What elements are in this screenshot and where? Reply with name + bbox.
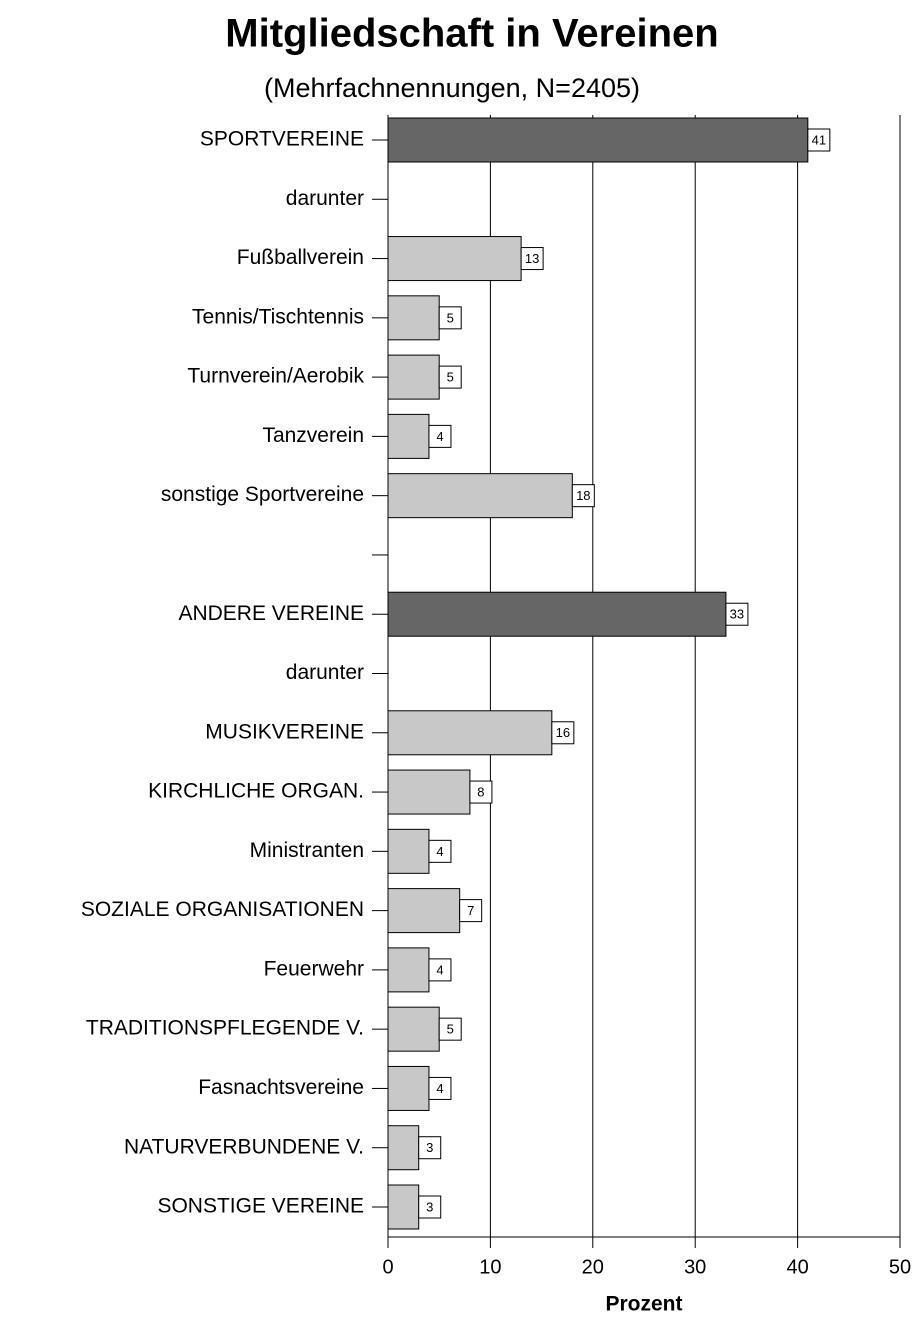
y-tick-label: TRADITIONSPFLEGENDE V. <box>86 1017 364 1040</box>
bar <box>387 888 461 934</box>
y-tick-label: Tennis/Tischtennis <box>192 305 364 328</box>
y-tick-label: KIRCHLICHE ORGAN. <box>148 780 364 803</box>
value-label: 3 <box>426 1140 433 1155</box>
value-label-box <box>418 1136 442 1160</box>
value-label: 5 <box>447 370 454 385</box>
bar <box>387 413 430 459</box>
bar <box>387 1125 420 1171</box>
chart-title: Mitgliedschaft in Vereinen <box>225 12 718 56</box>
y-tick-label: Tanzverein <box>262 424 364 447</box>
x-tick-label: 20 <box>582 1256 604 1278</box>
value-label: 4 <box>436 429 443 444</box>
y-tick-label: SONSTIGE VEREINE <box>157 1195 364 1218</box>
bar <box>387 769 471 815</box>
bar <box>387 1065 430 1111</box>
value-label: 33 <box>730 607 744 622</box>
y-tick-label: ANDERE VEREINE <box>178 602 364 625</box>
x-axis-label: Prozent <box>605 1293 682 1316</box>
bar <box>387 1184 420 1230</box>
bar <box>387 473 573 519</box>
value-label: 13 <box>525 251 539 266</box>
value-label: 41 <box>812 132 826 147</box>
value-label-box <box>459 899 483 923</box>
bar <box>387 117 809 163</box>
x-tick-label: 50 <box>889 1256 911 1278</box>
bar <box>387 1006 440 1052</box>
y-tick-label: SPORTVEREINE <box>200 128 364 151</box>
value-label-box <box>807 128 831 152</box>
y-tick-label: darunter <box>286 187 364 210</box>
value-label: 4 <box>436 844 443 859</box>
value-label: 5 <box>447 1022 454 1037</box>
value-label-box <box>438 306 462 330</box>
y-tick-label: darunter <box>286 661 364 684</box>
y-tick-label: Fasnachtsvereine <box>198 1076 364 1099</box>
value-label-box <box>428 1076 452 1100</box>
bar <box>387 828 430 874</box>
y-tick-label: Ministranten <box>250 839 364 862</box>
value-label: 4 <box>436 962 443 977</box>
value-label-box <box>418 1195 442 1219</box>
bar <box>387 710 553 756</box>
x-tick-label: 40 <box>786 1256 808 1278</box>
y-tick-label: NATURVERBUNDENE V. <box>124 1135 364 1158</box>
x-tick-label: 30 <box>684 1256 706 1278</box>
value-label-box <box>551 721 575 745</box>
value-label-box <box>428 839 452 863</box>
value-label-box <box>428 424 452 448</box>
value-label: 5 <box>447 310 454 325</box>
value-label-box <box>428 958 452 982</box>
y-tick-label: Turnverein/Aerobik <box>187 365 364 388</box>
value-label-box <box>725 602 749 626</box>
y-tick-label: SOZIALE ORGANISATIONEN <box>81 898 364 921</box>
y-tick-label: sonstige Sportvereine <box>161 483 364 506</box>
value-label: 16 <box>556 725 570 740</box>
bar <box>387 947 430 993</box>
bar <box>387 236 522 282</box>
bar <box>387 295 440 341</box>
value-label-box <box>571 484 595 508</box>
x-tick-label: 10 <box>479 1256 501 1278</box>
x-tick-label: 0 <box>382 1256 393 1278</box>
chart-subtitle: (Mehrfachnennungen, N=2405) <box>264 73 640 103</box>
value-label-box <box>438 1017 462 1041</box>
y-tick-label: MUSIKVEREINE <box>205 720 364 743</box>
bar <box>387 354 440 400</box>
value-label-box <box>520 247 544 271</box>
value-label: 3 <box>426 1199 433 1214</box>
value-label: 18 <box>576 488 590 503</box>
y-tick-label: Fußballverein <box>237 246 364 269</box>
value-label: 4 <box>436 1081 443 1096</box>
value-label: 7 <box>467 903 474 918</box>
value-label-box <box>469 780 493 804</box>
value-label: 8 <box>477 784 484 799</box>
bar <box>387 591 727 637</box>
y-tick-label: Feuerwehr <box>264 957 364 980</box>
value-label-box <box>438 365 462 389</box>
